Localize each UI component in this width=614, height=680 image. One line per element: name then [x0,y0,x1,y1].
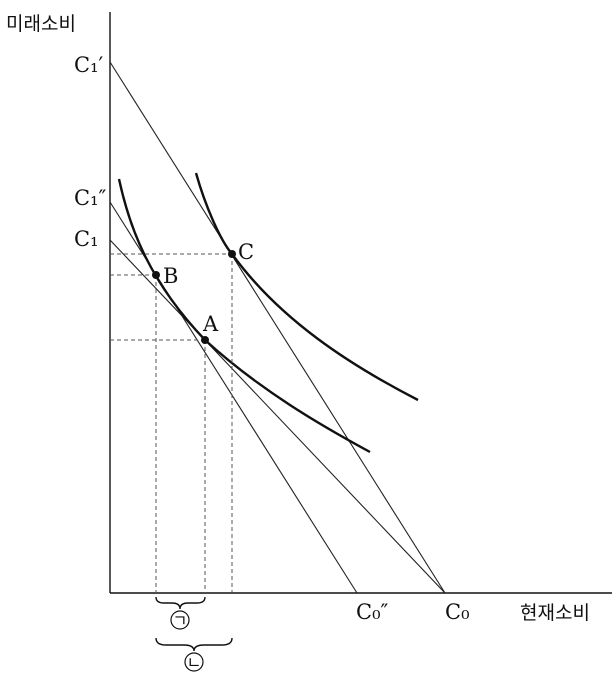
point-c-label: C [238,240,254,264]
y-axis-title: 미래소비 [6,13,76,35]
x-axis-title: 현재소비 [520,602,590,624]
label-c0-double-prime: C₀″ [356,600,388,624]
label-c1-double-prime: C₁″ [74,186,106,210]
bracket-first-circle [170,610,190,630]
point-b-label: B [163,264,178,288]
label-c1: C₁ [74,227,99,251]
bracket-second [155,637,233,652]
point-a-label: A [202,312,219,336]
point-c-marker [228,250,236,258]
indifference-curve-upper [194,172,419,402]
point-b-marker [152,271,160,279]
point-a-marker [201,336,209,344]
budget-line-c1prime-c0 [109,61,446,594]
budget-line-c1-c0 [109,239,446,594]
label-c1-prime: C₁′ [74,53,103,77]
bracket-first [155,596,206,610]
label-c0: C₀ [445,600,470,624]
bracket-second-label: ㄴ [187,653,202,672]
indifference-curve-lower [117,178,371,454]
bracket-second-circle [184,652,204,672]
bracket-first-label: ㄱ [173,611,188,630]
